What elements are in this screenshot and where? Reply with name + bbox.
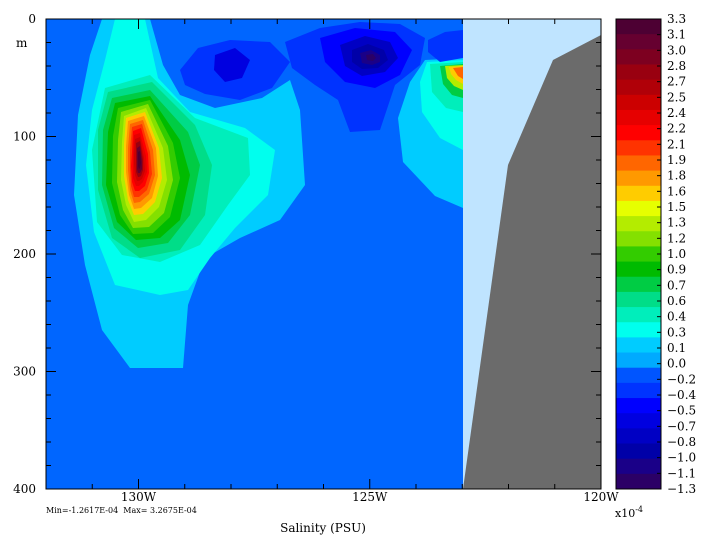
contour-fills xyxy=(74,19,463,368)
colorbar-label: 2.1 xyxy=(667,137,686,151)
colorbar-swatch xyxy=(616,200,661,217)
colorbar-swatch xyxy=(616,261,661,278)
colorbar-scale: x10-4 xyxy=(615,505,643,520)
contour-level-neg0.2-east xyxy=(428,30,463,62)
colorbar-swatch xyxy=(616,79,661,96)
y-axis-label: m xyxy=(16,36,28,50)
colorbar-swatch xyxy=(616,382,661,399)
colorbar-swatch xyxy=(616,140,661,156)
colorbar-swatch xyxy=(616,473,661,490)
colorbar xyxy=(615,18,662,490)
colorbar-label: 2.8 xyxy=(667,59,686,73)
colorbar-label: −0.4 xyxy=(667,388,697,402)
colorbar-label: 0.4 xyxy=(667,310,686,324)
colorbar-label: 1.5 xyxy=(667,200,686,214)
x-axis-label: Salinity (PSU) xyxy=(280,521,366,535)
colorbar-swatch xyxy=(616,155,661,172)
colorbar-swatch xyxy=(616,185,661,202)
colorbar-swatch xyxy=(616,109,661,126)
y-tick-label: 100 xyxy=(13,130,36,144)
x-tick-label: 120W xyxy=(583,490,619,504)
y-tick-label: 200 xyxy=(13,247,36,261)
colorbar-swatch xyxy=(616,216,661,232)
colorbar-swatch xyxy=(616,307,661,323)
colorbar-labels: 3.3 3.13.0 2.8 2.72.5 2.4 2.22.1 1.9 1.81.6 1.5 1… xyxy=(657,12,697,496)
contour-level-3.3 xyxy=(138,151,141,169)
colorbar-swatch xyxy=(616,231,661,247)
colorbar-swatch xyxy=(616,64,661,81)
colorbar-swatch xyxy=(616,322,661,338)
colorbar-label: 1.9 xyxy=(667,153,686,167)
colorbar-label: 3.3 xyxy=(667,12,686,26)
colorbar-swatch xyxy=(616,291,661,308)
x-tick-label: 125W xyxy=(352,490,388,504)
land-bathymetry xyxy=(463,35,601,489)
colorbar-swatch xyxy=(616,94,661,111)
colorbar-swatch xyxy=(616,443,661,460)
colorbar-label: 1.8 xyxy=(667,169,686,183)
colorbar-label: 0.9 xyxy=(667,263,686,277)
plot-area xyxy=(46,19,601,489)
contour-level-neg0.5-west xyxy=(214,48,250,82)
colorbar-label: −1.1 xyxy=(667,466,696,480)
colorbar-swatch xyxy=(616,398,661,414)
y-tick-label: 400 xyxy=(13,482,36,496)
contour-level-1.9-east xyxy=(453,67,463,79)
colorbar-label: 0.6 xyxy=(667,294,686,308)
colorbar-swatch xyxy=(616,276,661,293)
x-tick-labels: 130W 125W 120W xyxy=(121,490,619,504)
colorbar-label: −0.8 xyxy=(667,435,696,449)
colorbar-scale-label: x10-4 xyxy=(615,505,643,520)
colorbar-swatch xyxy=(616,34,661,50)
colorbar-label: 0.7 xyxy=(667,278,686,292)
min-max-stats: Min=-1.2617E-04 Max= 3.2675E-04 xyxy=(46,506,197,515)
colorbar-label: 2.4 xyxy=(667,106,686,120)
colorbar-label: −0.5 xyxy=(667,404,696,418)
colorbar-swatch xyxy=(616,125,661,141)
colorbar-swatch xyxy=(616,428,661,445)
colorbar-label: 2.7 xyxy=(667,75,686,89)
x-tick-label: 130W xyxy=(121,490,157,504)
y-tick-label: 0 xyxy=(28,12,36,26)
colorbar-swatch xyxy=(616,367,661,384)
colorbar-label: 1.3 xyxy=(667,216,686,230)
colorbar-swatch xyxy=(616,458,661,475)
colorbar-label: 2.2 xyxy=(667,122,686,136)
y-tick-label: 300 xyxy=(13,365,36,379)
colorbar-label: 0.3 xyxy=(667,325,686,339)
colorbar-swatch xyxy=(616,49,661,65)
colorbar-swatch xyxy=(616,413,661,429)
colorbar-swatch xyxy=(616,170,661,187)
contour-level-neg1.3-center xyxy=(366,54,376,61)
colorbar-swatch xyxy=(616,246,661,263)
colorbar-label: −1.3 xyxy=(667,482,696,496)
colorbar-swatch xyxy=(616,19,661,35)
colorbar-label: 1.0 xyxy=(667,247,686,261)
colorbar-label: 3.0 xyxy=(667,43,686,57)
colorbar-label: 2.5 xyxy=(667,90,686,104)
colorbar-label: 0.0 xyxy=(667,357,686,371)
y-tick-labels: 0 100 200 300 400 xyxy=(13,12,36,496)
colorbar-label: −0.2 xyxy=(667,372,696,386)
colorbar-label: 1.6 xyxy=(667,184,686,198)
colorbar-label: 1.2 xyxy=(667,231,686,245)
colorbar-label: 3.1 xyxy=(667,28,686,42)
colorbar-label: 0.1 xyxy=(667,341,686,355)
colorbar-label: −1.0 xyxy=(667,451,696,465)
axis-ticks xyxy=(45,18,602,490)
colorbar-swatch xyxy=(616,337,661,354)
colorbar-swatch xyxy=(616,352,661,369)
colorbar-label: −0.7 xyxy=(667,419,696,433)
